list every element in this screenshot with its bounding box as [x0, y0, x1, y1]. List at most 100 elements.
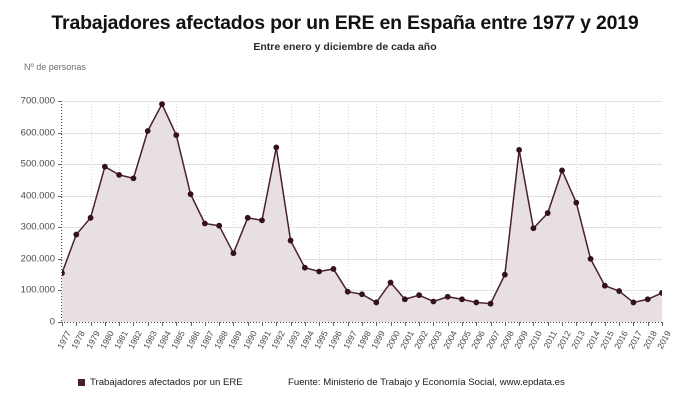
data-point-marker[interactable]	[173, 132, 180, 138]
h-gridline	[62, 258, 662, 260]
data-point-marker[interactable]	[344, 288, 351, 295]
h-gridline	[62, 227, 662, 229]
y-tick-label: 400.000	[20, 190, 55, 202]
v-gridline	[633, 101, 635, 322]
h-gridline	[62, 132, 662, 134]
data-point-marker[interactable]	[630, 299, 637, 306]
v-gridline	[204, 101, 206, 322]
data-point-marker[interactable]	[387, 279, 394, 286]
series-area-fill	[62, 104, 662, 322]
data-point-marker[interactable]	[601, 282, 608, 289]
x-tick-mark	[519, 322, 521, 326]
y-tick-mark	[58, 258, 62, 260]
data-point-marker[interactable]	[73, 231, 80, 238]
x-tick-mark	[462, 322, 463, 326]
data-point-marker[interactable]	[516, 147, 523, 153]
data-point-marker[interactable]	[273, 144, 280, 151]
x-tick-mark	[104, 322, 106, 326]
data-point-marker[interactable]	[473, 299, 480, 306]
x-tick-mark	[533, 322, 535, 326]
x-tick-mark	[147, 322, 149, 326]
y-axis-caption: Nº de personas	[24, 62, 86, 72]
data-point-marker[interactable]	[116, 171, 123, 178]
v-gridline	[433, 101, 435, 322]
data-point-marker[interactable]	[501, 271, 508, 278]
v-gridline	[376, 101, 378, 322]
x-tick-mark	[276, 322, 278, 326]
data-point-marker[interactable]	[401, 296, 408, 303]
source-note: Fuente: Ministerio de Trabajo y Economía…	[288, 377, 565, 388]
y-tick-mark	[58, 227, 62, 229]
data-point-marker[interactable]	[487, 300, 494, 307]
x-axis-line	[61, 322, 662, 323]
data-point-marker[interactable]	[187, 191, 194, 198]
data-point-marker[interactable]	[287, 237, 294, 244]
h-gridline	[62, 164, 662, 166]
data-point-marker[interactable]	[316, 268, 323, 275]
x-tick-mark	[447, 322, 449, 326]
v-gridline	[233, 101, 235, 322]
data-point-marker[interactable]	[530, 225, 537, 232]
x-tick-mark	[262, 322, 263, 326]
data-point-marker[interactable]	[62, 270, 65, 276]
x-tick-mark	[433, 322, 435, 326]
data-point-marker[interactable]	[559, 167, 565, 174]
data-point-marker[interactable]	[373, 299, 380, 306]
data-point-marker[interactable]	[87, 214, 94, 221]
data-point-marker[interactable]	[159, 101, 165, 108]
x-tick-mark	[162, 322, 163, 326]
data-point-marker[interactable]	[230, 250, 237, 257]
data-point-marker[interactable]	[330, 266, 337, 272]
v-gridline	[319, 101, 321, 322]
data-point-marker[interactable]	[430, 298, 437, 305]
h-gridline	[62, 290, 662, 292]
x-tick-mark	[76, 322, 78, 326]
x-tick-mark	[376, 322, 378, 326]
data-point-marker[interactable]	[101, 163, 108, 170]
legend-swatch-icon	[78, 379, 85, 386]
x-tick-mark	[219, 322, 221, 326]
y-tick-label: 600.000	[20, 127, 55, 139]
x-tick-mark	[419, 322, 421, 326]
x-tick-mark	[62, 322, 63, 326]
data-point-marker[interactable]	[144, 128, 151, 134]
y-tick-label: 700.000	[20, 95, 55, 107]
data-point-marker[interactable]	[644, 296, 651, 303]
x-tick-mark	[119, 322, 121, 326]
x-tick-mark	[233, 322, 235, 326]
y-tick-mark	[58, 101, 62, 102]
data-point-marker[interactable]	[259, 217, 265, 224]
data-point-marker[interactable]	[659, 290, 662, 296]
y-tick-mark	[58, 195, 62, 197]
data-point-marker[interactable]	[359, 291, 365, 298]
x-tick-mark	[662, 322, 663, 326]
v-gridline	[462, 101, 463, 322]
v-gridline	[404, 101, 406, 322]
y-tick-mark	[58, 322, 62, 323]
data-point-marker[interactable]	[544, 210, 551, 216]
x-tick-mark	[319, 322, 321, 326]
data-point-marker[interactable]	[416, 292, 423, 299]
x-tick-mark	[362, 322, 363, 326]
data-point-marker[interactable]	[573, 199, 580, 206]
data-point-marker[interactable]	[216, 222, 223, 229]
x-tick-mark	[476, 322, 478, 326]
data-point-marker[interactable]	[587, 255, 594, 262]
data-point-marker[interactable]	[459, 296, 465, 303]
data-point-marker[interactable]	[201, 220, 208, 227]
legend-label: Trabajadores afectados por un ERE	[90, 377, 243, 388]
x-tick-mark	[647, 322, 649, 326]
data-point-marker[interactable]	[301, 264, 308, 271]
x-tick-mark	[590, 322, 592, 326]
y-tick-mark	[58, 132, 62, 134]
data-point-marker[interactable]	[244, 214, 251, 221]
h-gridline	[62, 195, 662, 197]
data-point-marker[interactable]	[616, 288, 623, 294]
x-tick-mark	[333, 322, 335, 326]
chart-legend: Trabajadores afectados por un ERE	[78, 377, 243, 388]
plot-inner	[62, 101, 662, 322]
data-point-marker[interactable]	[444, 293, 451, 300]
chart-subtitle: Entre enero y diciembre de cada año	[253, 41, 437, 53]
data-point-marker[interactable]	[130, 175, 137, 182]
